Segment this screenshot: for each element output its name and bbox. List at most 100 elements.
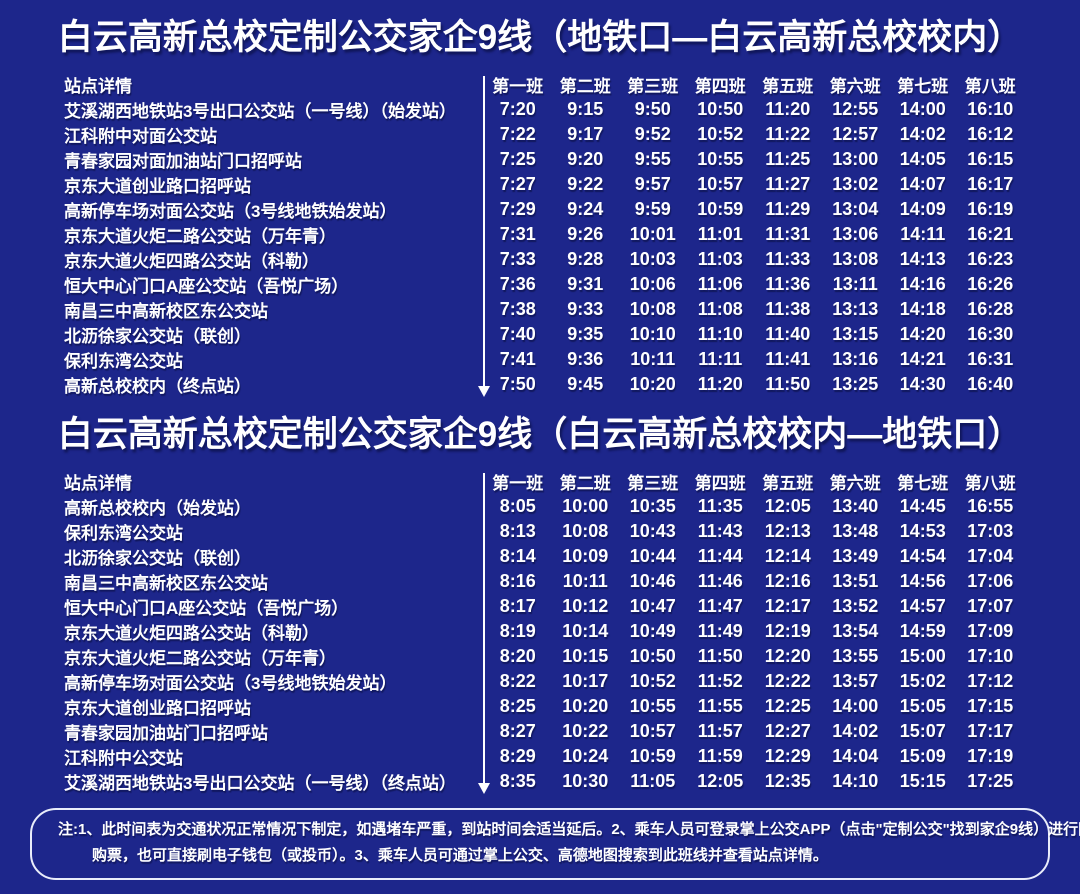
departure-time: 16:31: [967, 349, 1014, 369]
departure-time: 10:30: [562, 771, 609, 791]
departure-time: 16:17: [967, 174, 1014, 194]
departure-time: 13:13: [832, 299, 879, 319]
departure-time: 15:02: [899, 671, 946, 691]
departure-time: 13:49: [832, 546, 879, 566]
departure-time: 14:05: [899, 149, 946, 169]
departure-time: 17:25: [967, 771, 1014, 791]
departure-time: 16:21: [967, 224, 1014, 244]
departure-time: 10:20: [562, 696, 609, 716]
departure-time: 9:57: [634, 174, 671, 194]
departure-time: 9:52: [634, 124, 671, 144]
station-name: 艾溪湖西地铁站3号出口公交站（一号线）（始发站）: [64, 102, 456, 121]
notes-box: 注:1、此时间表为交通状况正常情况下制定，如遇堵车严重，到站时间会适当延后。2、…: [30, 808, 1080, 880]
column-header-trip: 第七班: [897, 77, 949, 96]
departure-time: 11:40: [765, 324, 811, 344]
departure-time: 11:22: [765, 124, 811, 144]
bus-schedule-poster: 白云高新总校定制公交家企9线（地铁口—白云高新总校校内） 站点详情 第一班 第二班第…: [0, 14, 1080, 894]
departure-time: 17:10: [967, 646, 1014, 666]
departure-time: 10:06: [629, 274, 676, 294]
departure-time: 10:15: [562, 646, 609, 666]
departure-time: 10:11: [562, 571, 608, 591]
departure-time: 10:09: [562, 546, 609, 566]
schedule-section-return: 白云高新总校定制公交家企9线（白云高新总校校内—地铁口） 站点详情 第一班 第二班第…: [0, 411, 1080, 794]
departure-time: 11:10: [697, 324, 743, 344]
departure-time: 7:33: [499, 249, 536, 269]
departure-time: 16:28: [967, 299, 1014, 319]
departure-time: 13:57: [832, 671, 879, 691]
departure-time: 12:17: [764, 596, 811, 616]
column-header-trip: 第一班: [492, 77, 544, 96]
departure-time: 10:14: [562, 621, 609, 641]
departure-time: 16:12: [967, 124, 1014, 144]
departure-time: 13:06: [832, 224, 879, 244]
departure-time: 17:17: [967, 721, 1014, 741]
departure-time: 15:00: [899, 646, 946, 666]
departure-time: 12:05: [764, 496, 811, 516]
departure-time: 13:25: [832, 374, 879, 394]
departure-time: 9:33: [567, 299, 604, 319]
departure-time: 9:55: [634, 149, 671, 169]
departure-time: 16:55: [967, 496, 1014, 516]
station-name: 江科附中公交站: [64, 749, 183, 768]
departure-time: 10:24: [562, 746, 609, 766]
column-header-trip: 第三班: [627, 474, 679, 493]
station-name: 艾溪湖西地铁站3号出口公交站（一号线）（终点站）: [64, 774, 456, 793]
departure-time: 11:43: [697, 521, 743, 541]
departure-time: 11:35: [697, 496, 743, 516]
departure-time: 8:16: [499, 571, 536, 591]
column-header-trip: 第四班: [694, 77, 746, 96]
departure-time: 10:22: [562, 721, 609, 741]
departure-time: 12:35: [764, 771, 811, 791]
departure-time: 8:19: [499, 621, 536, 641]
departure-time: 9:50: [634, 99, 671, 119]
departure-time: 10:59: [629, 746, 676, 766]
departure-time: 9:17: [567, 124, 604, 144]
departure-time: 8:20: [499, 646, 536, 666]
departure-time: 11:03: [697, 249, 743, 269]
column-header-station: 站点详情: [64, 77, 132, 96]
departure-time: 12:16: [764, 571, 811, 591]
departure-time: 14:45: [899, 496, 946, 516]
departure-time: 15:09: [899, 746, 946, 766]
column-header-trip: 第六班: [829, 474, 881, 493]
departure-time: 16:10: [967, 99, 1014, 119]
departure-time: 14:54: [899, 546, 946, 566]
departure-time: 11:06: [697, 274, 743, 294]
departure-time: 7:38: [499, 299, 536, 319]
departure-time: 16:15: [967, 149, 1014, 169]
column-header-trip: 第四班: [694, 474, 746, 493]
departure-time: 14:02: [899, 124, 946, 144]
departure-time: 7:36: [499, 274, 536, 294]
departure-time: 8:13: [499, 521, 536, 541]
departure-time: 9:31: [567, 274, 604, 294]
route-title-outbound: 白云高新总校定制公交家企9线（地铁口—白云高新总校校内）: [57, 18, 1023, 57]
departure-time: 11:01: [697, 224, 743, 244]
departure-time: 14:59: [899, 621, 946, 641]
departure-time: 10:55: [697, 149, 744, 169]
departure-time: 11:50: [697, 646, 743, 666]
station-name: 京东大道火炬四路公交站（科勒）: [64, 252, 319, 271]
departure-time: 10:52: [629, 671, 676, 691]
departure-time: 12:29: [764, 746, 811, 766]
departure-time: 14:56: [899, 571, 946, 591]
departure-time: 10:59: [697, 199, 744, 219]
departure-time: 13:11: [832, 274, 878, 294]
departure-time: 7:27: [499, 174, 536, 194]
departure-time: 11:57: [697, 721, 743, 741]
departure-time: 11:38: [765, 299, 811, 319]
departure-time: 14:09: [899, 199, 946, 219]
departure-time: 14:00: [899, 99, 946, 119]
station-name: 北沥徐家公交站（联创）: [64, 327, 251, 346]
departure-time: 11:11: [698, 349, 743, 369]
departure-time: 8:14: [499, 546, 536, 566]
departure-time: 17:04: [967, 546, 1014, 566]
departure-time: 9:20: [567, 149, 604, 169]
departure-time: 10:52: [697, 124, 744, 144]
departure-time: 17:19: [967, 746, 1014, 766]
departure-time: 11:47: [697, 596, 743, 616]
station-name: 恒大中心门口A座公交站（吾悦广场）: [64, 599, 349, 618]
departure-time: 11:55: [697, 696, 743, 716]
departure-time: 11:52: [697, 671, 743, 691]
departure-time: 14:04: [832, 746, 879, 766]
departure-time: 11:20: [765, 99, 811, 119]
